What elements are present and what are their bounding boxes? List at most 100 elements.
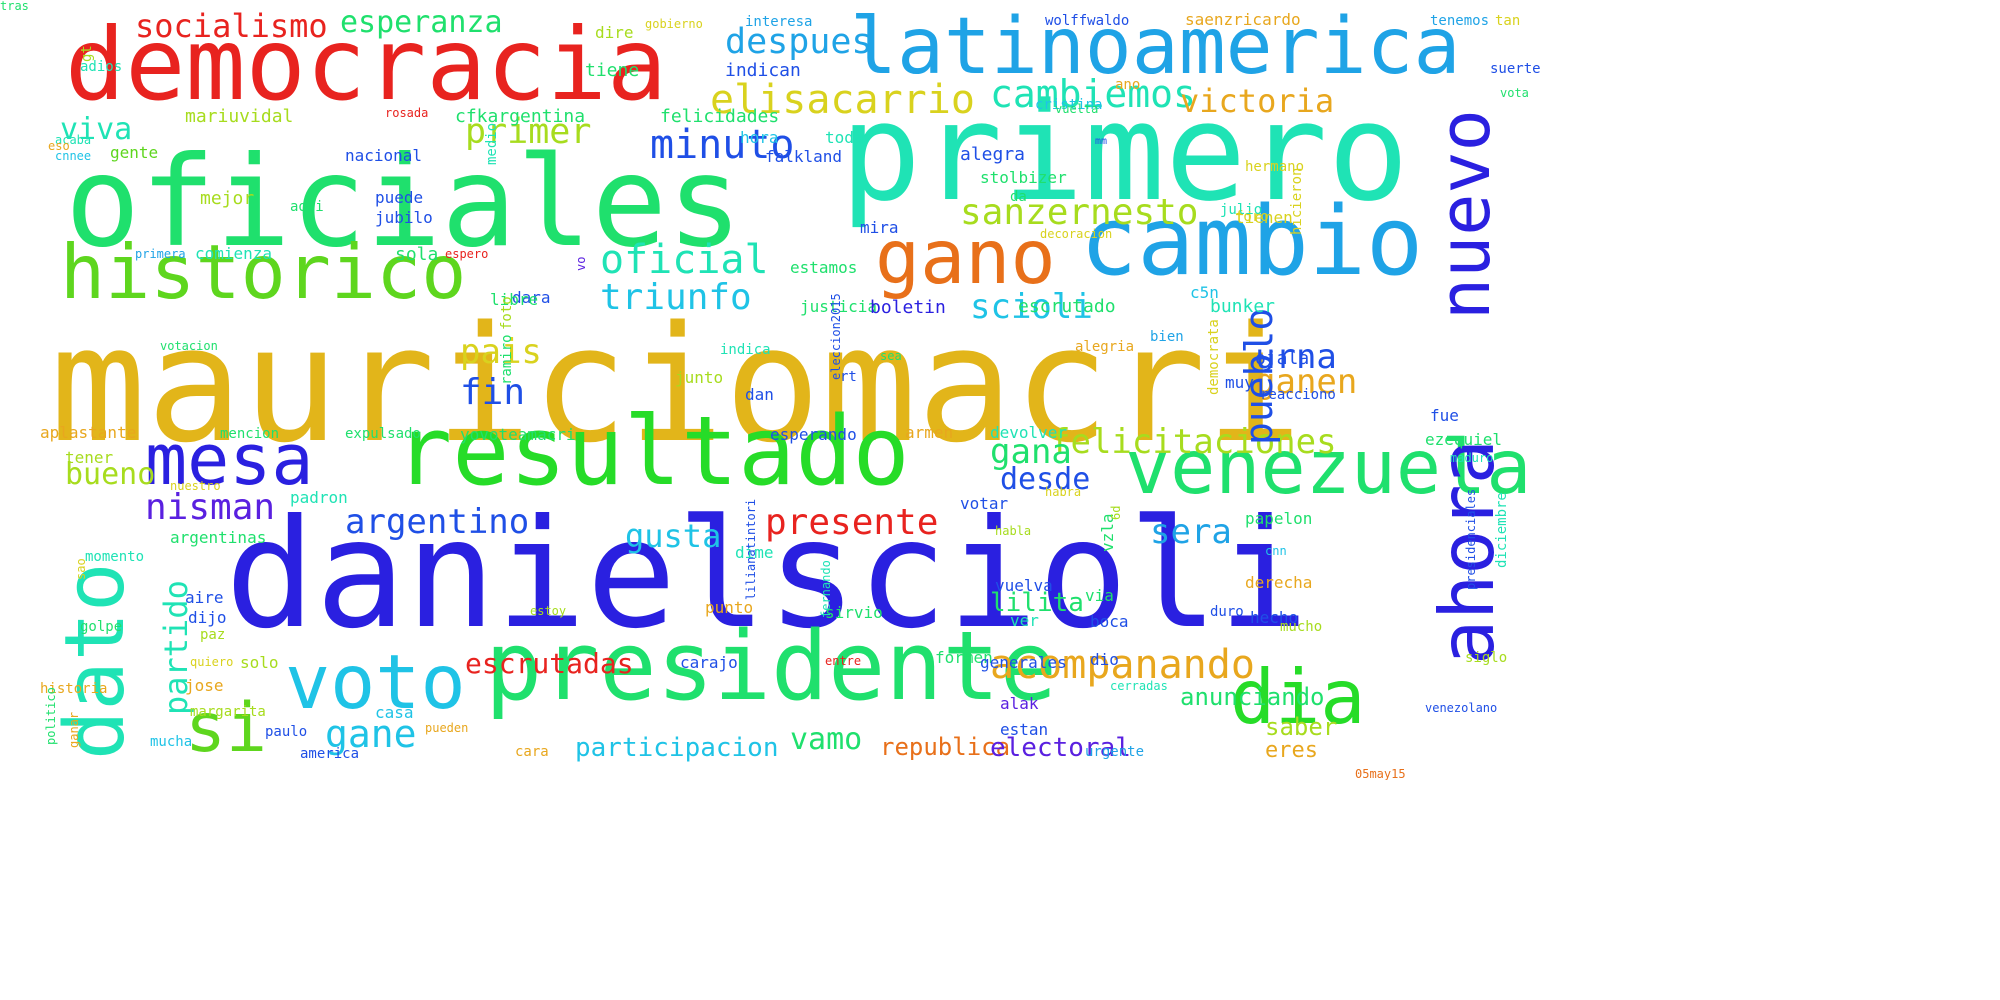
cloud-word: estan: [1000, 720, 1049, 739]
cloud-word: america: [300, 746, 360, 762]
cloud-word: stolbizer: [980, 168, 1067, 187]
cloud-word: scioli: [970, 287, 1093, 327]
cloud-word: cerradas: [1110, 679, 1168, 693]
cloud-word: eso: [48, 139, 70, 153]
word-cloud: mauriciomacri danielscioli primero oficiale…: [0, 0, 1541, 780]
cloud-word: gt: [79, 45, 95, 62]
cloud-word: gusta: [625, 517, 722, 555]
cloud-word: alegra: [960, 144, 1026, 165]
cloud-word: participacion: [575, 733, 779, 763]
cloud-word: mariuvidal: [185, 106, 294, 127]
cloud-word: si: [185, 689, 267, 768]
cloud-word: armen: [905, 423, 954, 442]
cloud-word: nisman: [145, 487, 276, 528]
cloud-word: oficial: [600, 237, 769, 283]
cloud-word: tan: [1495, 13, 1521, 29]
cloud-word: danielscioli: [225, 488, 1309, 662]
cloud-word: ganen: [1255, 362, 1358, 402]
cloud-word: libre: [490, 290, 539, 309]
cloud-word: 6d: [1109, 505, 1123, 520]
cloud-word: urgente: [1085, 744, 1145, 760]
cloud-word: cnnee: [55, 149, 92, 163]
cloud-word: pueden: [425, 721, 469, 735]
cloud-word: jose: [185, 676, 224, 695]
cloud-word: comienza: [195, 244, 273, 263]
cloud-word: vo: [574, 256, 588, 271]
cloud-word: junto: [675, 368, 724, 387]
cloud-word: nuevo: [1424, 109, 1506, 320]
cloud-word: dijo: [188, 608, 227, 627]
cloud-word: paz: [200, 627, 226, 643]
cloud-word: acaba: [55, 133, 92, 147]
cloud-word: fernando: [819, 560, 833, 618]
cloud-word: tras: [0, 0, 29, 13]
cloud-word: quiero: [190, 655, 234, 669]
cloud-word: dio: [1090, 650, 1119, 669]
cloud-word: saenzricardo: [1185, 10, 1301, 29]
cloud-word: indica: [720, 342, 771, 358]
cloud-word: habla: [995, 524, 1032, 538]
cloud-word: venezuela: [1125, 423, 1532, 511]
cloud-word: foro: [1235, 209, 1269, 225]
cloud-word: jubilo: [375, 208, 433, 227]
cloud-word: mejor: [200, 188, 255, 209]
cloud-word: gobierno: [645, 17, 703, 31]
cloud-word: justicia: [800, 297, 878, 316]
cloud-word: estoy: [530, 604, 567, 618]
cloud-word: esperanza: [340, 5, 503, 40]
cloud-word: historia: [40, 681, 108, 697]
cloud-word: electoral: [990, 733, 1131, 763]
cloud-word: gane: [325, 712, 417, 756]
cloud-word: escrutadas: [465, 647, 634, 680]
cloud-word: mesa: [145, 419, 314, 501]
cloud-word: adios: [80, 59, 123, 75]
cloud-word: sanzernesto: [960, 192, 1199, 233]
cloud-word: dan: [745, 385, 774, 404]
cloud-word: politico: [44, 687, 58, 745]
cloud-word: nuestro: [170, 479, 221, 493]
cloud-word: acompanando: [990, 642, 1255, 688]
cloud-word: sirvio: [825, 603, 883, 622]
cloud-word: argentinas: [170, 528, 267, 547]
cloud-word: democrata: [1206, 319, 1222, 395]
cloud-word: fue: [1430, 406, 1459, 425]
cloud-word: vamo: [790, 722, 863, 757]
cloud-word: ezequiel: [1425, 430, 1503, 449]
cloud-word: c5n: [1190, 283, 1219, 302]
cloud-word: eres: [1265, 738, 1318, 763]
cloud-word: dara: [512, 288, 551, 307]
cloud-word: cambio: [1080, 187, 1424, 297]
cloud-word: ver: [1010, 611, 1039, 630]
cloud-word: primer: [465, 112, 592, 152]
cloud-word: mauriciomacri: [50, 291, 1303, 478]
cloud-word: vuelta: [1055, 102, 1099, 116]
cloud-word: republica: [880, 733, 1011, 761]
cloud-word: esperando: [770, 425, 857, 444]
cloud-word: felicitaciones: [1050, 422, 1337, 462]
cloud-word: mucho: [1280, 619, 1323, 635]
cloud-word: puede: [375, 188, 424, 207]
cloud-word: gente: [110, 143, 159, 162]
cloud-word: tener: [65, 448, 114, 467]
cloud-word: hicieron: [1289, 167, 1305, 235]
cloud-word: da: [1010, 189, 1027, 205]
cloud-word: presidente: [485, 612, 1057, 722]
cloud-word: suerte: [1490, 61, 1541, 77]
cloud-word: via: [1085, 586, 1114, 605]
cloud-word: sea: [880, 349, 902, 363]
cloud-word: votar: [960, 494, 1009, 513]
cloud-word: solo: [240, 653, 279, 672]
cloud-word: diciembre: [1494, 492, 1510, 568]
cloud-word: julio: [1220, 202, 1263, 218]
cloud-word: cnn: [1265, 544, 1287, 558]
cloud-word: democracia: [65, 6, 668, 123]
cloud-word: aqui: [290, 199, 324, 215]
cloud-word: espero: [445, 247, 489, 261]
cloud-word: muy: [1225, 373, 1254, 392]
cloud-word: devolver: [990, 423, 1068, 442]
cloud-word: cara: [515, 744, 549, 760]
cloud-word: minuto: [650, 122, 795, 168]
cloud-word: bueno: [65, 457, 156, 492]
cloud-word: alak: [1000, 694, 1039, 713]
cloud-word: estamos: [790, 258, 858, 277]
